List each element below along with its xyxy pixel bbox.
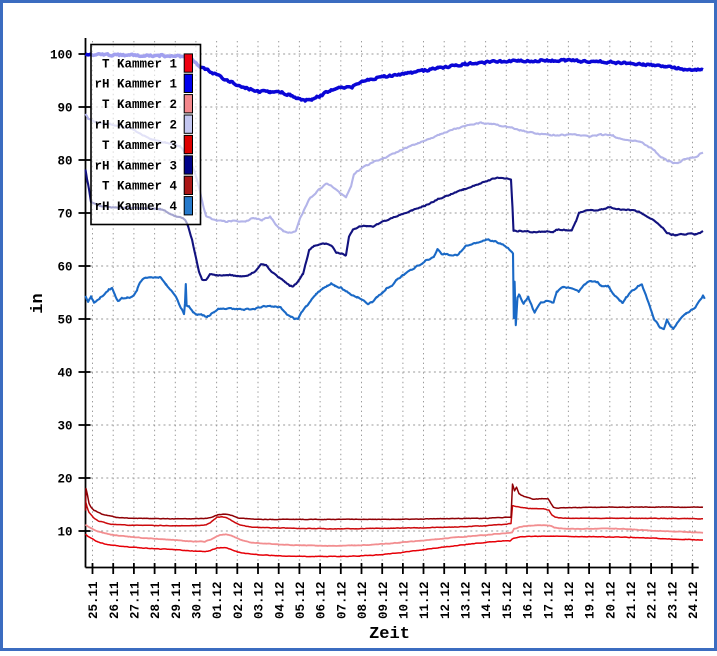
svg-text:20.12: 20.12 [604,581,618,619]
svg-text:18.12: 18.12 [563,581,577,619]
svg-text:17.12: 17.12 [542,581,556,619]
svg-text:in: in [29,293,48,313]
svg-text:20: 20 [57,472,72,486]
svg-text:80: 80 [57,154,72,168]
svg-text:28.11: 28.11 [149,581,163,619]
svg-text:100: 100 [50,48,73,62]
svg-text:13.12: 13.12 [460,581,474,619]
svg-text:23.12: 23.12 [666,581,680,619]
svg-text:14.12: 14.12 [480,581,494,619]
svg-text:30: 30 [57,419,72,433]
svg-text:90: 90 [57,101,72,115]
svg-text:60: 60 [57,260,72,274]
svg-text:T Kammer 2: T Kammer 2 [102,98,177,112]
svg-text:11.12: 11.12 [418,581,432,619]
svg-text:rH Kammer 4: rH Kammer 4 [94,200,177,214]
svg-text:21.12: 21.12 [625,581,639,619]
svg-text:07.12: 07.12 [335,581,349,619]
svg-text:15.12: 15.12 [501,581,515,619]
svg-text:40: 40 [57,366,72,380]
svg-text:22.12: 22.12 [646,581,660,619]
svg-text:05.12: 05.12 [294,581,308,619]
svg-text:10.12: 10.12 [398,581,412,619]
svg-text:09.12: 09.12 [377,581,391,619]
svg-text:03.12: 03.12 [253,581,267,619]
svg-text:27.11: 27.11 [129,581,143,619]
svg-text:T Kammer 3: T Kammer 3 [102,139,177,153]
svg-text:T Kammer 1: T Kammer 1 [102,57,177,71]
svg-text:29.11: 29.11 [170,581,184,619]
svg-text:01.12: 01.12 [211,581,225,619]
svg-text:T Kammer 4: T Kammer 4 [102,180,178,194]
svg-text:rH Kammer 1: rH Kammer 1 [94,78,177,92]
svg-text:50: 50 [57,313,72,327]
svg-text:25.11: 25.11 [87,581,101,619]
svg-text:Zeit: Zeit [369,625,410,644]
svg-text:12.12: 12.12 [439,581,453,619]
svg-text:rH Kammer 2: rH Kammer 2 [94,119,177,133]
svg-text:rH Kammer 3: rH Kammer 3 [94,159,177,173]
svg-text:26.11: 26.11 [108,581,122,619]
svg-text:06.12: 06.12 [315,581,329,619]
svg-text:24.12: 24.12 [687,581,701,619]
svg-text:10: 10 [57,525,72,539]
svg-text:70: 70 [57,207,72,221]
svg-text:02.12: 02.12 [232,581,246,619]
svg-text:30.11: 30.11 [191,581,205,619]
svg-text:16.12: 16.12 [522,581,536,619]
svg-text:08.12: 08.12 [356,581,370,619]
svg-text:04.12: 04.12 [273,581,287,619]
svg-text:19.12: 19.12 [584,581,598,619]
